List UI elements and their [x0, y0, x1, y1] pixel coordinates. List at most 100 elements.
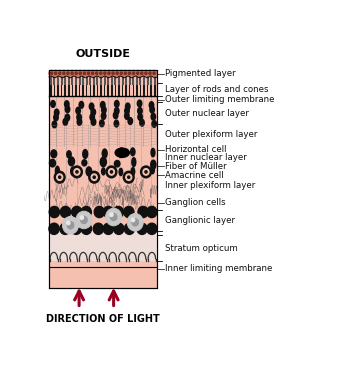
Circle shape: [93, 223, 103, 234]
Circle shape: [124, 72, 126, 74]
Circle shape: [120, 72, 122, 74]
Bar: [71, 76, 73, 85]
Bar: [140, 76, 141, 85]
Ellipse shape: [90, 118, 96, 126]
Ellipse shape: [55, 165, 60, 176]
Bar: [150, 76, 152, 85]
Text: Outer plexiform layer: Outer plexiform layer: [165, 130, 258, 139]
Bar: [68, 76, 70, 85]
Ellipse shape: [130, 147, 136, 156]
Circle shape: [123, 70, 128, 76]
Circle shape: [75, 72, 77, 74]
Ellipse shape: [125, 102, 131, 111]
Circle shape: [89, 171, 100, 183]
Circle shape: [76, 171, 78, 173]
Ellipse shape: [149, 105, 155, 114]
Ellipse shape: [130, 167, 135, 176]
Circle shape: [110, 213, 117, 221]
Circle shape: [102, 70, 108, 76]
Ellipse shape: [100, 101, 106, 109]
Circle shape: [67, 72, 69, 74]
Text: Outer nuclear layer: Outer nuclear layer: [165, 108, 249, 118]
Bar: [122, 76, 123, 95]
Bar: [100, 76, 102, 85]
Bar: [129, 76, 131, 85]
Ellipse shape: [137, 113, 143, 121]
Circle shape: [135, 70, 140, 76]
Bar: [50, 76, 52, 95]
Circle shape: [110, 213, 113, 216]
Bar: [54, 76, 55, 95]
Circle shape: [50, 72, 53, 74]
Circle shape: [137, 72, 139, 74]
Text: Layer of rods and cones: Layer of rods and cones: [165, 85, 269, 94]
Circle shape: [100, 72, 102, 74]
Text: Stratum opticum: Stratum opticum: [165, 244, 238, 253]
Circle shape: [61, 70, 66, 76]
Ellipse shape: [68, 156, 75, 167]
Ellipse shape: [100, 156, 107, 167]
Bar: [154, 76, 156, 85]
Circle shape: [53, 70, 58, 76]
Circle shape: [73, 70, 79, 76]
Text: Outer limiting membrane: Outer limiting membrane: [165, 95, 274, 104]
Text: Inner limiting membrane: Inner limiting membrane: [165, 264, 272, 273]
Circle shape: [69, 70, 75, 76]
Ellipse shape: [62, 118, 68, 126]
Bar: [86, 76, 88, 85]
Circle shape: [54, 171, 65, 183]
Bar: [61, 76, 63, 85]
Circle shape: [60, 206, 71, 218]
Ellipse shape: [101, 106, 107, 114]
Circle shape: [124, 223, 135, 234]
Circle shape: [80, 216, 84, 219]
Circle shape: [71, 223, 81, 234]
Circle shape: [81, 223, 92, 234]
Circle shape: [143, 70, 149, 76]
Ellipse shape: [124, 112, 130, 120]
Circle shape: [108, 72, 110, 74]
Bar: [97, 76, 98, 95]
Bar: [79, 76, 80, 85]
Circle shape: [103, 223, 113, 234]
Bar: [143, 76, 145, 85]
Bar: [68, 76, 70, 95]
Circle shape: [63, 72, 65, 74]
Circle shape: [87, 72, 89, 74]
Circle shape: [49, 70, 54, 76]
Ellipse shape: [114, 147, 130, 158]
Circle shape: [93, 176, 95, 178]
Circle shape: [91, 174, 97, 180]
Bar: [72, 76, 73, 95]
Bar: [86, 76, 87, 95]
Bar: [143, 76, 145, 95]
Bar: [49, 70, 157, 288]
Circle shape: [124, 206, 134, 218]
Bar: [104, 76, 105, 95]
Text: DIRECTION OF LIGHT: DIRECTION OF LIGHT: [46, 314, 160, 324]
Circle shape: [116, 72, 118, 74]
Bar: [114, 76, 116, 85]
Bar: [136, 76, 137, 95]
Bar: [133, 76, 134, 95]
Circle shape: [151, 70, 157, 76]
Circle shape: [55, 72, 57, 74]
Ellipse shape: [50, 100, 56, 108]
Circle shape: [81, 216, 87, 224]
Ellipse shape: [118, 168, 123, 176]
Ellipse shape: [76, 113, 82, 121]
Bar: [150, 76, 152, 95]
Circle shape: [141, 166, 151, 178]
Ellipse shape: [150, 113, 156, 121]
Circle shape: [106, 70, 112, 76]
Bar: [114, 76, 116, 95]
Ellipse shape: [113, 111, 119, 119]
Circle shape: [106, 166, 117, 178]
Ellipse shape: [118, 147, 125, 158]
Bar: [64, 76, 66, 95]
Bar: [129, 76, 130, 95]
Circle shape: [132, 219, 139, 226]
Circle shape: [94, 206, 104, 218]
Bar: [49, 70, 157, 77]
Ellipse shape: [52, 120, 57, 129]
